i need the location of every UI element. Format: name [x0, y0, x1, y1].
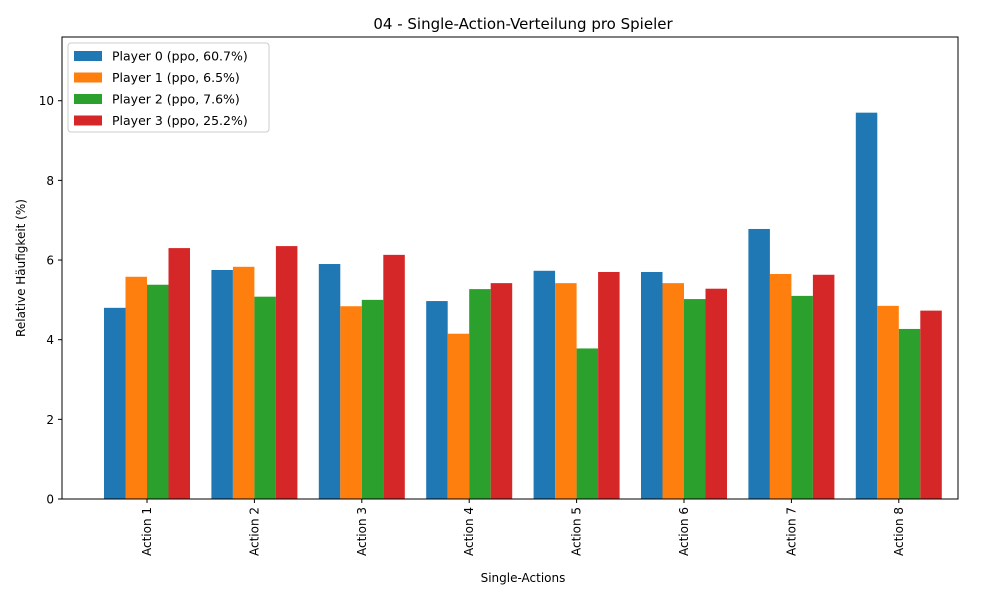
bar: [383, 254, 405, 499]
bar: [147, 284, 169, 499]
x-tick-label: Action 7: [784, 507, 798, 556]
bar: [920, 310, 942, 499]
bar: [426, 301, 448, 499]
bar: [684, 299, 706, 499]
y-axis-label: Relative Häufigkeit (%): [14, 199, 28, 337]
x-axis-label: Single-Actions: [481, 571, 566, 585]
x-tick-label: Action 1: [140, 507, 154, 556]
x-tick-label: Action 8: [892, 507, 906, 556]
legend-box: [67, 42, 270, 133]
x-tick-label: Action 4: [462, 507, 476, 556]
plot-frame: [61, 36, 959, 500]
legend-swatch: [74, 115, 102, 126]
legend-label: Player 1 (ppo, 6.5%): [112, 70, 240, 85]
y-axis: 0 2 4 6 8 10: [39, 94, 62, 507]
bar: [533, 270, 556, 499]
bar: [490, 283, 513, 499]
chart-title: 04 - Single-Action-Verteilung pro Spiele…: [373, 15, 673, 33]
bar: [748, 228, 770, 499]
bar: [232, 266, 255, 499]
legend-label: Player 0 (ppo, 60.7%): [112, 49, 248, 64]
bar: [769, 273, 792, 499]
bar: [254, 296, 276, 499]
bar: [168, 248, 190, 499]
x-tick-label: Action 5: [570, 507, 584, 556]
bar: [598, 271, 620, 499]
y-tick-label: 2: [46, 413, 54, 427]
bar: [877, 305, 899, 499]
bar: [447, 333, 470, 499]
legend-swatch: [74, 51, 102, 61]
bar: [469, 289, 491, 499]
bar: [318, 264, 341, 499]
legend-swatch: [74, 72, 102, 83]
bar: [104, 307, 126, 499]
x-axis: Action 1 Action 2 Action 3 Action 4 Action 5…: [140, 499, 906, 556]
y-tick-label: 0: [46, 493, 54, 507]
bar: [275, 246, 298, 499]
y-tick-label: 8: [46, 174, 54, 188]
bar: [705, 288, 727, 499]
legend-swatch: [74, 94, 102, 104]
bar: [641, 271, 663, 499]
bar: [555, 283, 577, 499]
bar: [791, 295, 813, 499]
legend: Player 0 (ppo, 60.7%) Player 1 (ppo, 6.5%…: [67, 42, 270, 133]
bar: [662, 283, 684, 499]
x-tick-label: Action 2: [247, 507, 261, 556]
legend-label: Player 3 (ppo, 25.2%): [112, 113, 248, 128]
bars: [104, 112, 942, 500]
y-tick-label: 6: [46, 254, 54, 268]
y-tick-label: 10: [39, 94, 54, 108]
y-tick-label: 4: [46, 333, 54, 347]
bar: [898, 328, 921, 499]
bar: [361, 299, 384, 499]
x-tick-label: Action 3: [355, 507, 369, 556]
bar: [340, 306, 362, 499]
bar: [211, 269, 233, 499]
legend-label: Player 2 (ppo, 7.6%): [112, 92, 240, 107]
bar: [576, 348, 599, 499]
bar: [812, 274, 835, 499]
bar: [125, 276, 147, 499]
bar: [855, 112, 878, 500]
x-tick-label: Action 6: [677, 507, 691, 556]
